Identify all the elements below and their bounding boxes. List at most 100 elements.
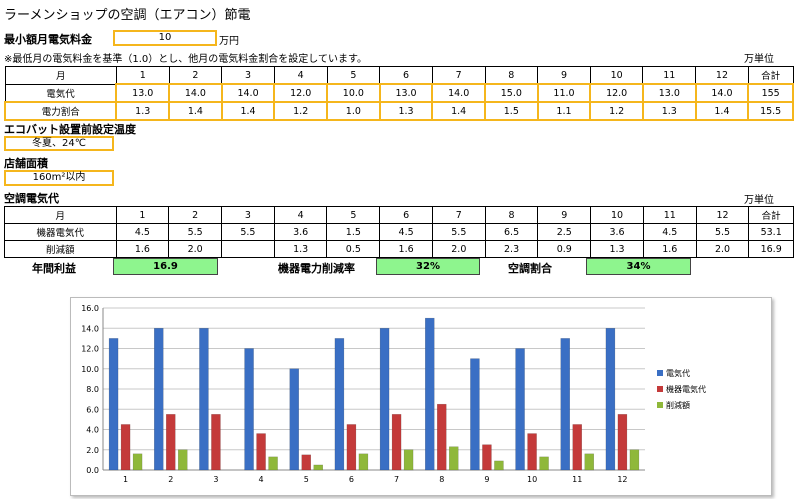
chart-frame: 0.0 2.0 4.0 6.0 8.0 10.0 12.0 14.0 16.0 1 2 3 4 5 6 7 8 9…: [70, 297, 772, 496]
x-tick-label: 4: [259, 475, 264, 484]
min-bill-input[interactable]: 10: [113, 30, 217, 46]
ac-cost-table: 月 1 2 3 4 5 6 7 8 9 10 11 12 合計 機器電気代 4.5 5.5 5.5 3.6 1.5 4.…: [4, 206, 794, 258]
bar-3-8: [449, 446, 459, 471]
bar-1-11: [560, 338, 570, 471]
table-cell[interactable]: 14.0: [168, 83, 223, 103]
table-cell[interactable]: 1.2: [273, 101, 329, 121]
table-cell[interactable]: 2.0: [431, 240, 486, 258]
table-cell[interactable]: 155: [747, 83, 794, 103]
min-bill-label: 最小額月電気料金: [4, 33, 92, 46]
reduction-rate-value: 32%: [376, 258, 480, 275]
table-cell[interactable]: 10.0: [326, 83, 381, 103]
table-cell: 3: [221, 206, 275, 224]
table-cell[interactable]: 2.3: [484, 240, 539, 258]
row-label: 月: [4, 66, 117, 85]
table-cell[interactable]: 13.0: [378, 83, 434, 103]
table-cell[interactable]: 1.4: [694, 101, 750, 121]
table-cell[interactable]: 1.3: [115, 101, 171, 121]
table-header-row: 月 1 2 3 4 5 6 7 8 9 10 11 12 合計: [4, 66, 794, 85]
table-cell[interactable]: 13.0: [641, 83, 697, 103]
table-cell[interactable]: 15.0: [484, 83, 539, 103]
table-cell[interactable]: 11.0: [536, 83, 592, 103]
table-cell[interactable]: 1.4: [431, 101, 486, 121]
table-cell[interactable]: 53.1: [748, 223, 794, 241]
table-cell[interactable]: 2.5: [537, 223, 592, 241]
x-tick-label: 3: [213, 475, 218, 484]
annual-profit-label: 年間利益: [32, 262, 76, 275]
bar-2-3: [211, 414, 221, 471]
table-cell: 10: [590, 206, 644, 224]
table-cell[interactable]: 6.5: [484, 223, 539, 241]
table-cell[interactable]: 1.3: [641, 101, 697, 121]
table-cell[interactable]: 1.1: [536, 101, 592, 121]
table-cell[interactable]: 13.0: [115, 83, 171, 103]
bar-1-4: [244, 348, 254, 471]
table-cell[interactable]: 4.5: [115, 223, 170, 241]
table-cell[interactable]: 1.0: [326, 101, 381, 121]
table-cell[interactable]: 1.6: [642, 240, 697, 258]
table-cell: 4: [273, 66, 328, 85]
table-cell[interactable]: 1.5: [484, 101, 539, 121]
bar-3-6: [358, 453, 369, 471]
table-cell[interactable]: 5.5: [431, 223, 486, 241]
annual-profit-value: 16.9: [113, 258, 218, 275]
table-cell: 8: [484, 66, 539, 85]
table-cell[interactable]: 1.6: [379, 240, 433, 258]
unit-label-2: 万単位: [744, 195, 774, 206]
bar-3-9: [494, 460, 504, 471]
bar-3-10: [539, 456, 549, 471]
table-cell[interactable]: 3.6: [590, 223, 644, 241]
table-cell: 1: [115, 66, 170, 85]
table-cell[interactable]: 0.5: [326, 240, 381, 258]
table-cell[interactable]: 1.3: [378, 101, 434, 121]
table-cell[interactable]: 14.0: [694, 83, 750, 103]
legend-label: 電気代: [666, 368, 690, 378]
table-cell[interactable]: 4.5: [642, 223, 697, 241]
table-cell: 7: [431, 206, 486, 224]
table-cell[interactable]: 2.0: [168, 240, 223, 258]
x-tick-label: 10: [527, 475, 537, 484]
table-cell[interactable]: 1.3: [273, 240, 328, 258]
table-cell[interactable]: 1.2: [589, 101, 644, 121]
ac-ratio-value: 34%: [586, 258, 691, 275]
bar-2-10: [527, 433, 537, 471]
x-tick-label: 5: [304, 475, 309, 484]
x-tick-label: 11: [572, 475, 582, 484]
bar-3-7: [403, 449, 414, 471]
table-cell[interactable]: 1.4: [168, 101, 223, 121]
bar-2-9: [482, 444, 492, 471]
table-cell[interactable]: 5.5: [695, 223, 750, 241]
table-cell[interactable]: 12.0: [589, 83, 644, 103]
table-cell[interactable]: 1.4: [220, 101, 276, 121]
table-cell[interactable]: 5.5: [221, 223, 275, 241]
table-cell[interactable]: 1.5: [326, 223, 381, 241]
table-cell[interactable]: 14.0: [220, 83, 276, 103]
table-cell[interactable]: 1.3: [590, 240, 644, 258]
table-cell: 6: [379, 206, 433, 224]
table-cell[interactable]: 14.0: [431, 83, 486, 103]
note-text: ※最低月の電気料金を基準（1.0）とし、他月の電気料金割合を設定しています。: [4, 54, 367, 65]
table-cell[interactable]: 4.5: [379, 223, 433, 241]
y-tick-label: 2.0: [86, 446, 99, 455]
table-cell: 1: [115, 206, 170, 224]
table-cell[interactable]: 1.6: [115, 240, 170, 258]
bar-1-1: [108, 338, 119, 471]
reduction-rate-label: 機器電力削減率: [278, 262, 355, 275]
table-cell[interactable]: 0.9: [537, 240, 592, 258]
table-cell[interactable]: 2.0: [695, 240, 750, 258]
table-cell[interactable]: 16.9: [748, 240, 794, 258]
table-cell[interactable]: 12.0: [273, 83, 329, 103]
ac-cost-title: 空調電気代: [4, 192, 59, 205]
table-cell[interactable]: [221, 240, 275, 258]
table-cell: 2: [168, 206, 223, 224]
bar-1-6: [334, 338, 345, 471]
store-area-input[interactable]: 160m²以内: [4, 170, 114, 186]
table-cell[interactable]: 3.6: [273, 223, 328, 241]
table-cell[interactable]: 5.5: [168, 223, 223, 241]
bar-1-3: [199, 328, 209, 471]
table-cell: 合計: [747, 66, 794, 85]
bar-2-11: [572, 424, 582, 471]
ecobat-temp-input[interactable]: 冬夏、24℃: [4, 136, 114, 151]
table-cell[interactable]: 15.5: [747, 101, 794, 121]
x-tick-label: 2: [168, 475, 173, 484]
